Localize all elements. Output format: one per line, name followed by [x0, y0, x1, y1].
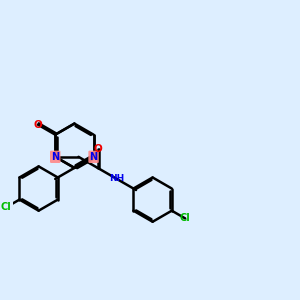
- Text: O: O: [34, 120, 42, 130]
- Text: Cl: Cl: [180, 213, 190, 224]
- Text: NH: NH: [109, 175, 124, 184]
- Text: Cl: Cl: [1, 202, 11, 212]
- Text: N: N: [51, 152, 59, 162]
- Text: O: O: [93, 144, 102, 154]
- Text: N: N: [89, 152, 98, 162]
